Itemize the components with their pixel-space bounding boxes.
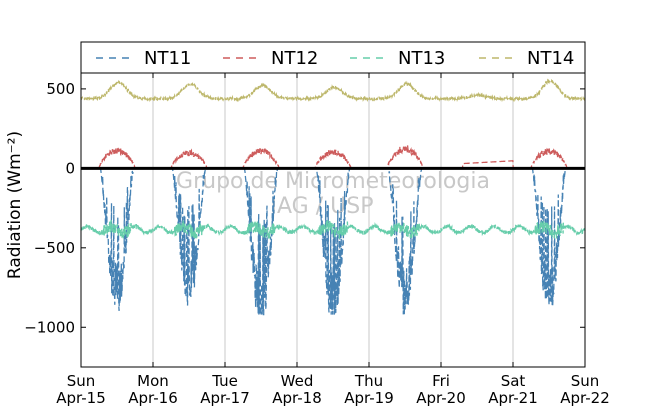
y-axis-label: Radiation (Wm⁻²): [5, 131, 25, 279]
y-tick-label: −500: [34, 239, 75, 257]
x-tick-label-date: Apr-18: [272, 389, 322, 407]
y-tick-label: 0: [65, 159, 75, 177]
watermark-line-1: Grupo de Micrometeorologia: [176, 169, 490, 194]
x-tick-label-day: Tue: [211, 372, 238, 390]
x-axis: SunApr-15MonApr-16TueApr-17WedApr-18ThuA…: [56, 73, 610, 407]
x-tick-label-day: Thu: [354, 372, 383, 390]
x-tick-label-day: Mon: [137, 372, 169, 390]
x-tick-label-date: Apr-22: [560, 389, 610, 407]
y-tick-label: 500: [46, 80, 75, 98]
x-tick-label-date: Apr-17: [200, 389, 250, 407]
series-line-nt14: [80, 78, 586, 103]
legend-box: [80, 41, 586, 74]
y-tick-label: −1000: [24, 318, 75, 336]
x-tick-label-date: Apr-15: [56, 389, 106, 407]
x-tick-label-date: Apr-19: [344, 389, 394, 407]
watermark: Grupo de Micrometeorologia IAG / USP: [176, 169, 490, 219]
x-tick-label-day: Sat: [501, 372, 526, 390]
x-tick-label-day: Sun: [571, 372, 600, 390]
series-line-nt13: [80, 219, 586, 241]
x-tick-label-date: Apr-16: [128, 389, 178, 407]
grid-lines: [152, 73, 514, 367]
y-axis: 500 0 −500 −1000: [24, 80, 585, 336]
legend-label-nt14: NT14: [527, 48, 574, 69]
legend-label-nt12: NT12: [271, 48, 318, 69]
legend-label-nt13: NT13: [398, 48, 445, 69]
legend: NT11 NT12 NT13 NT14: [80, 41, 586, 74]
x-tick-label-day: Fri: [432, 372, 450, 390]
legend-label-nt11: NT11: [144, 48, 191, 69]
plot-frame: [80, 72, 586, 368]
x-tick-label-day: Wed: [281, 372, 314, 390]
series-line-nt12: [81, 144, 585, 170]
x-tick-label-date: Apr-21: [488, 389, 538, 407]
x-tick-label-date: Apr-20: [416, 389, 466, 407]
x-tick-label-day: Sun: [67, 372, 96, 390]
